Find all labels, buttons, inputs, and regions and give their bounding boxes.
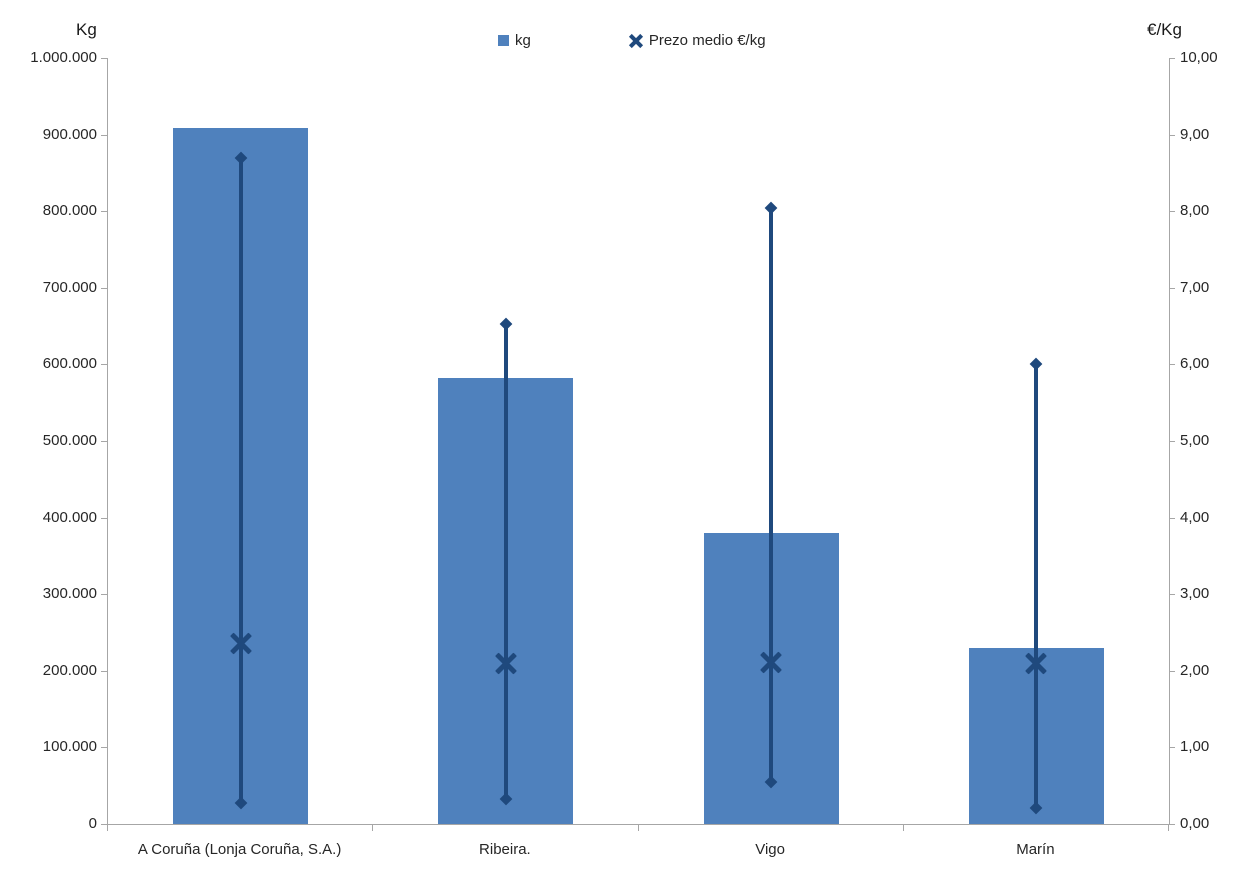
price-range-line-3 (1034, 363, 1039, 808)
right-axis-tick (1169, 517, 1175, 519)
x-axis-tick (372, 825, 374, 831)
price-range-line-0 (238, 157, 243, 803)
left-axis-tick (101, 134, 107, 136)
price-high-marker-1 (499, 317, 513, 331)
right-axis-title: €/Kg (1147, 20, 1182, 39)
x-axis-tick (637, 825, 639, 831)
right-axis-tick-label: 1,00 (1180, 738, 1210, 756)
price-mean-marker-2 (759, 650, 783, 674)
price-high-marker-2 (764, 201, 778, 215)
category-label: Vigo (755, 841, 785, 858)
right-axis-tick-label: 8,00 (1180, 202, 1210, 220)
left-axis-tick-label: 600.000 (42, 355, 97, 373)
legend-label-prezo: Prezo medio €/kg (648, 32, 766, 49)
right-axis-tick (1169, 670, 1175, 672)
left-axis-tick (101, 824, 107, 825)
left-axis-tick-label: 100.000 (42, 738, 97, 756)
left-axis-tick-label: 1.000.000 (30, 49, 97, 66)
right-axis-tick (1169, 747, 1175, 749)
category-label: Marín (1016, 841, 1055, 858)
left-axis-tick (101, 364, 107, 366)
x-icon (628, 33, 643, 48)
left-axis-tick (101, 58, 107, 59)
left-axis-tick (101, 287, 107, 289)
plot-area (107, 58, 1170, 825)
x-axis-tick (902, 825, 904, 831)
right-axis-tick (1169, 441, 1175, 442)
right-axis-tick-label: 0,00 (1180, 815, 1210, 832)
legend: kg Prezo medio €/kg (498, 32, 766, 49)
left-axis-tick (101, 441, 107, 442)
price-mean-marker-1 (494, 651, 518, 675)
price-range-line-1 (503, 323, 508, 799)
left-axis-tick (101, 670, 107, 672)
legend-item-prezo: Prezo medio €/kg (628, 32, 766, 49)
x-axis-tick (1168, 825, 1169, 831)
legend-label-kg: kg (515, 32, 531, 49)
price-high-marker-3 (1030, 357, 1043, 370)
price-mean-marker-0 (229, 631, 253, 655)
right-axis-tick (1169, 134, 1175, 136)
right-axis-tick-label: 6,00 (1180, 355, 1210, 373)
right-axis-tick (1169, 58, 1175, 59)
price-range-line-2 (769, 208, 774, 782)
right-axis-tick-label: 7,00 (1180, 278, 1210, 296)
right-axis-tick (1169, 594, 1175, 596)
left-axis-title: Kg (76, 20, 97, 39)
left-axis-tick-label: 500.000 (42, 432, 97, 449)
right-axis-tick (1169, 287, 1175, 289)
x-axis-tick (107, 825, 108, 831)
left-axis-tick (101, 211, 107, 213)
category-label: A Coruña (Lonja Coruña, S.A.) (137, 841, 342, 858)
right-axis-tick-label: 10,00 (1180, 49, 1218, 66)
right-axis-tick-label: 4,00 (1180, 508, 1210, 526)
left-axis-tick-label: 0 (88, 815, 97, 832)
right-axis-tick (1169, 211, 1175, 213)
right-axis-tick-label: 9,00 (1180, 125, 1210, 143)
left-axis-tick-label: 300.000 (42, 585, 97, 603)
right-axis-tick-label: 3,00 (1180, 585, 1210, 603)
left-axis-tick-label: 800.000 (42, 202, 97, 220)
price-mean-marker-3 (1024, 651, 1048, 675)
category-label: Ribeira. (479, 841, 531, 858)
right-axis-tick (1169, 364, 1175, 366)
right-axis-tick-label: 5,00 (1180, 432, 1210, 449)
left-axis-tick (101, 517, 107, 519)
right-axis-tick (1169, 824, 1175, 825)
left-axis-tick-label: 400.000 (42, 508, 97, 526)
left-axis-tick (101, 594, 107, 596)
legend-item-kg: kg (498, 32, 531, 49)
right-axis-tick-label: 2,00 (1180, 661, 1210, 679)
left-axis-tick-label: 200.000 (42, 661, 97, 679)
left-axis-tick-label: 700.000 (42, 278, 97, 296)
square-icon (498, 35, 509, 46)
left-axis-tick (101, 747, 107, 749)
left-axis-tick-label: 900.000 (42, 125, 97, 143)
